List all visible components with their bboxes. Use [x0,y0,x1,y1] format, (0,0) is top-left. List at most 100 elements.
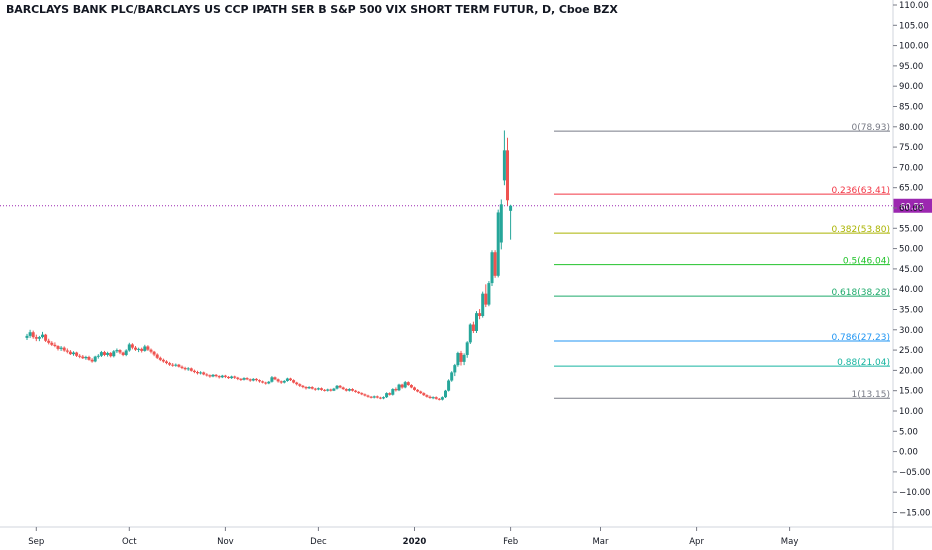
candle-body [96,355,100,357]
candle-body [450,372,454,381]
candle-body [360,393,364,395]
candle-body [143,346,147,351]
candle-body [53,344,57,347]
candle-body [78,355,82,357]
fib-level-label: 0.382(53.80) [831,225,890,235]
y-tick-label: 65.00 [899,184,923,194]
candle-body [56,346,60,349]
y-tick-label: 45.00 [899,265,923,275]
candle-body [462,354,466,362]
y-tick-label: −10.00 [899,488,930,498]
candle-body [223,375,227,377]
candle-body [118,350,122,353]
candle-body [397,384,401,391]
candle-body [177,364,181,367]
candle-body [183,367,187,370]
y-tick-label: 95.00 [899,62,923,72]
x-tick-label: Sep [28,537,44,547]
fib-level-label: 0(78.93) [851,123,890,133]
candle-body [106,352,110,355]
fib-level-label: 0.236(63.41) [831,186,890,196]
candle-body [87,356,91,360]
x-tick-label: May [781,537,799,547]
candle-body [103,352,106,355]
time-axis[interactable]: Sep Oct Nov Dec 2020 Feb Mar Apr May [0,526,932,547]
y-tick-label: 60.00 [899,204,923,214]
candle-body [285,378,289,381]
candle-body [416,389,420,392]
candle-body [478,313,482,316]
candle-body [502,150,506,181]
candle-body [233,376,237,378]
candle-body [211,374,215,377]
candle-body [161,359,165,362]
candle-body [382,397,385,399]
candle-body [394,389,398,391]
candle-body [465,342,469,355]
candle-body [41,334,44,338]
candle-body [189,368,193,371]
candle-body [230,376,234,379]
candle-body [127,344,131,351]
candle-body [481,293,485,316]
candle-body [499,204,503,243]
candle-body [332,388,336,391]
y-tick-label: −15.00 [899,508,930,518]
candle-body [264,382,268,384]
candle-body [140,348,144,351]
x-tick-label: Nov [217,537,234,547]
candle-body [34,337,38,339]
candle-body [487,283,491,305]
candle-body [202,372,206,375]
candle-body [406,382,410,386]
x-tick-label: Oct [122,537,137,547]
candle-body [276,379,280,382]
candle-body [192,370,196,373]
candle-body [258,380,261,382]
candle-body [440,397,444,400]
candle-body [453,365,457,373]
x-tick-label: Feb [503,537,518,547]
candle-body [261,381,265,383]
fibonacci-retracement[interactable]: 0(78.93) 0.236(63.41) 0.382(53.80) 0.5(46.0… [554,123,890,400]
current-price-value: 60.55 [900,202,924,212]
price-axis[interactable]: 110.00 105.00 100.00 95.00 90.00 85.00 80.00 75… [892,0,930,550]
candle-body [484,293,488,305]
candle-body [320,388,323,390]
candle-body [425,395,429,397]
candle-body [509,205,513,211]
candle-body [121,352,125,355]
candle-body [354,390,358,392]
fib-level-label: 0.786(27.23) [831,333,890,343]
y-tick-label: 5.00 [899,427,918,437]
candle-body [72,352,75,355]
candle-body [245,378,249,380]
candle-body [251,378,255,381]
x-tick-label: Apr [689,537,704,547]
candle-body [422,393,426,396]
candle-body [75,352,79,356]
candle-body [385,393,389,398]
candle-body [413,387,416,390]
y-tick-label: 85.00 [899,102,923,112]
candle-body [323,389,327,391]
candle-body [84,356,88,359]
candle-body [25,335,29,338]
candle-body [366,395,370,397]
y-tick-label: 20.00 [899,366,923,376]
candle-body [155,354,159,358]
candle-body [152,351,156,355]
candle-body [220,375,224,378]
candle-body [326,389,330,391]
candle-body [357,391,361,394]
y-tick-label: 75.00 [899,143,923,153]
candle-body [351,389,354,391]
candle-body [31,332,35,338]
candle-body [490,252,494,284]
y-tick-label: 70.00 [899,163,923,173]
candle-body [158,357,162,360]
candle-body [186,368,190,370]
candle-body [493,252,497,276]
candle-body [270,377,274,382]
